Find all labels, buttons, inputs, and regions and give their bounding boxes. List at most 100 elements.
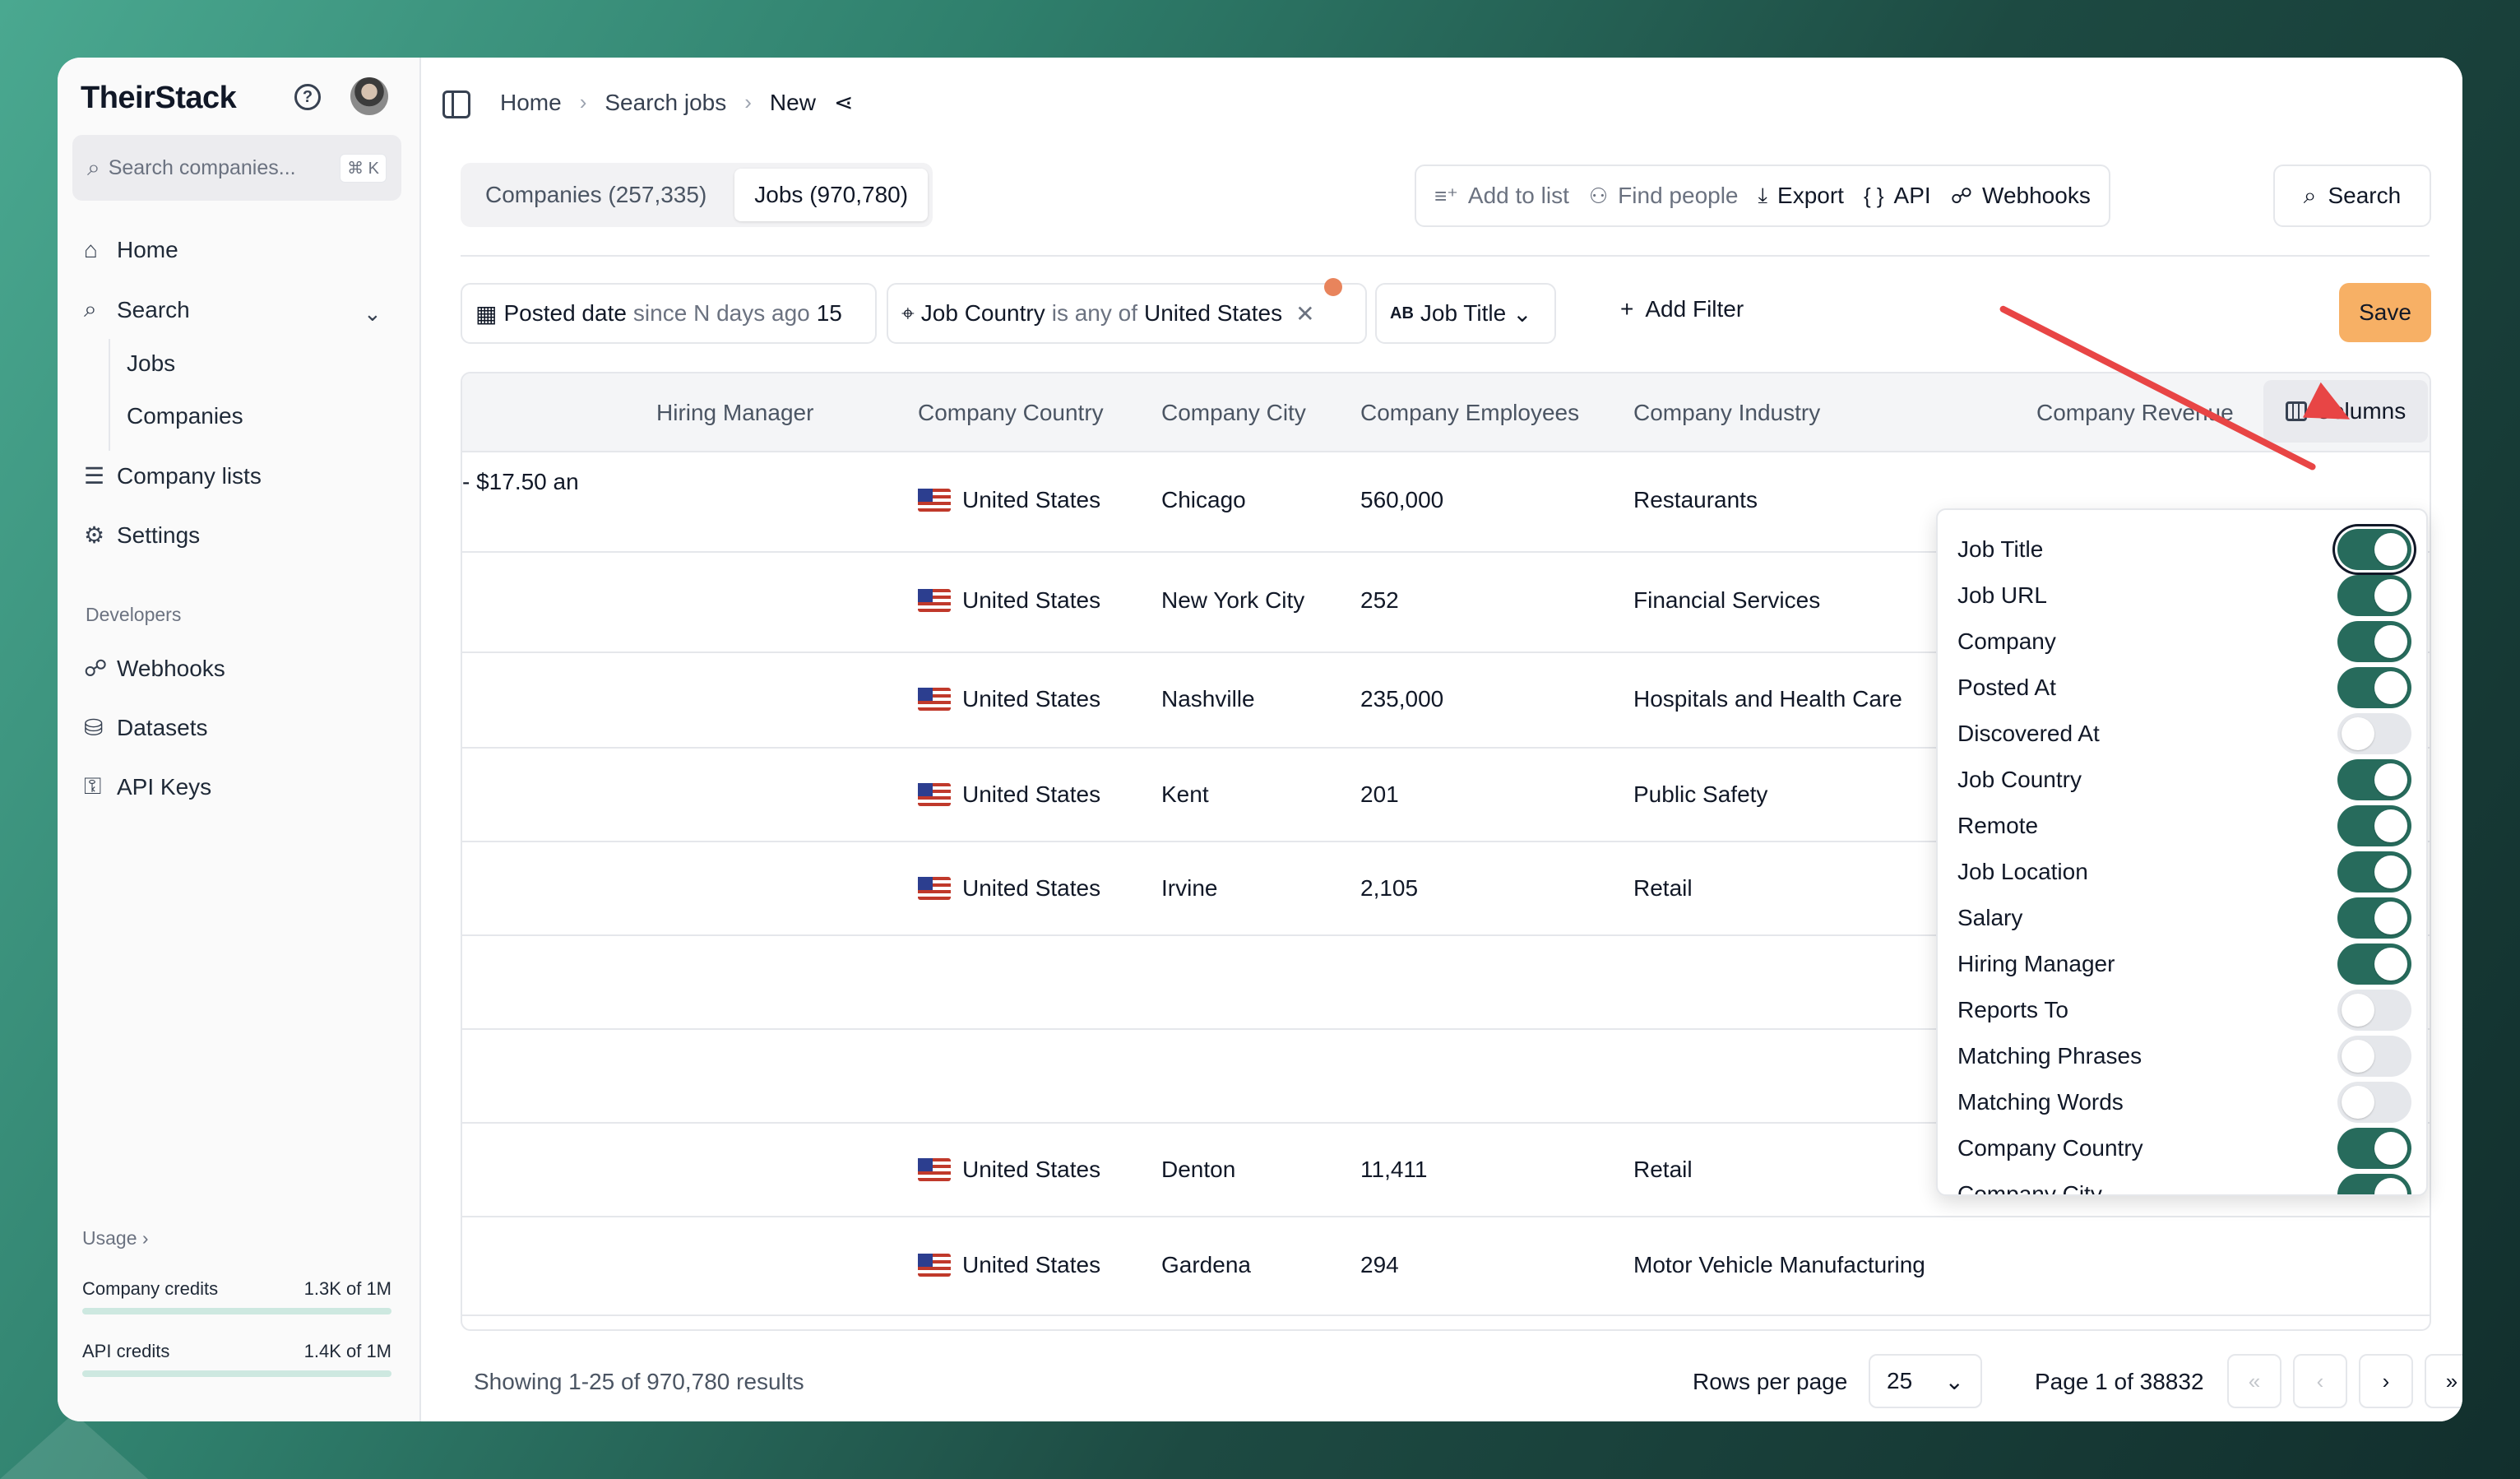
- usage-link[interactable]: Usage ›: [82, 1227, 149, 1249]
- column-option[interactable]: Reports To: [1957, 987, 2411, 1033]
- toggle-switch[interactable]: [2337, 944, 2411, 985]
- last-page-button[interactable]: »: [2425, 1354, 2462, 1408]
- city-cell: Nashville: [1161, 686, 1255, 712]
- country-cell: United States: [918, 1252, 1100, 1278]
- sidebar-item-jobs[interactable]: Jobs: [127, 350, 176, 376]
- toggle-switch[interactable]: [2337, 1128, 2411, 1169]
- find-people-button[interactable]: ⚇ Find people: [1579, 166, 1749, 225]
- sidebar-item-webhooks[interactable]: ☍ Webhooks: [84, 655, 225, 682]
- toggle-switch[interactable]: [2337, 1082, 2411, 1123]
- column-header[interactable]: Company Employees: [1360, 400, 1580, 425]
- table-row[interactable]: United States Irvine 2,105 Retail: [462, 842, 2430, 936]
- industry-cell: Motor Vehicle Manufacturing: [1633, 1252, 1925, 1277]
- toggle-switch[interactable]: [2337, 575, 2411, 616]
- notification-dot: [1324, 278, 1342, 296]
- sidebar-item-companies[interactable]: Companies: [127, 403, 243, 429]
- tab-companies[interactable]: Companies (257,335): [485, 182, 707, 207]
- filter-posted-date[interactable]: ▦ Posted date since N days ago 15: [461, 283, 877, 344]
- filter-field: Job Country: [920, 300, 1045, 326]
- button-label: Search: [2328, 183, 2402, 208]
- filter-job-country[interactable]: ⌖ Job Country is any of United States ✕: [887, 283, 1367, 344]
- sidebar-item-api-keys[interactable]: ⚿ API Keys: [84, 773, 211, 800]
- toggle-switch[interactable]: [2337, 805, 2411, 846]
- column-option-label: Matching Words: [1957, 1089, 2124, 1115]
- table-row[interactable]: United States Gardena 294 Motor Vehicle …: [462, 1217, 2430, 1316]
- sidebar-toggle-icon[interactable]: [442, 90, 470, 118]
- table-row[interactable]: United States Denton 11,411 Retail: [462, 1124, 2430, 1217]
- toggle-knob: [2374, 1178, 2407, 1194]
- column-option[interactable]: Company: [1957, 619, 2411, 665]
- export-button[interactable]: ⤓ Export: [1749, 166, 1854, 225]
- avatar[interactable]: [350, 77, 388, 115]
- column-header[interactable]: Company Country: [918, 400, 1104, 425]
- column-header[interactable]: Company Industry: [1633, 400, 1821, 425]
- close-icon[interactable]: ✕: [1295, 300, 1315, 327]
- column-option-label: Company: [1957, 628, 2056, 654]
- sidebar-item-search[interactable]: ⌕ Search: [84, 296, 190, 323]
- next-page-button[interactable]: ›: [2359, 1354, 2413, 1408]
- column-header[interactable]: Company City: [1161, 400, 1306, 425]
- brand-logo[interactable]: TheirStack: [81, 81, 237, 115]
- column-option[interactable]: Company Country: [1957, 1125, 2411, 1171]
- sidebar-item-company-lists[interactable]: ☰ Company lists: [84, 462, 262, 489]
- column-option[interactable]: Matching Words: [1957, 1079, 2411, 1125]
- column-option[interactable]: Job Country: [1957, 757, 2411, 803]
- breadcrumb-home[interactable]: Home: [500, 89, 562, 115]
- industry-cell: Restaurants: [1633, 487, 1758, 512]
- table-row[interactable]: [462, 936, 2430, 1030]
- share-icon[interactable]: ⋖: [833, 90, 854, 115]
- toggle-switch[interactable]: [2337, 851, 2411, 892]
- toggle-switch[interactable]: [2337, 1036, 2411, 1077]
- toggle-knob: [2342, 1086, 2374, 1119]
- columns-button[interactable]: Columns: [2263, 380, 2428, 443]
- column-option[interactable]: Hiring Manager: [1957, 941, 2411, 987]
- column-option[interactable]: Job URL: [1957, 573, 2411, 619]
- toggle-switch[interactable]: [2337, 1174, 2411, 1194]
- search-companies-input[interactable]: ⌕ Search companies... ⌘ K: [72, 135, 401, 201]
- prev-page-button[interactable]: ‹: [2293, 1354, 2347, 1408]
- column-header[interactable]: Hiring Manager: [656, 400, 814, 425]
- toggle-switch[interactable]: [2337, 897, 2411, 939]
- toggle-switch[interactable]: [2337, 713, 2411, 754]
- toggle-switch[interactable]: [2337, 759, 2411, 800]
- column-option[interactable]: Salary: [1957, 895, 2411, 941]
- chevron-down-icon[interactable]: ⌄: [364, 301, 382, 326]
- filter-value: United States: [1144, 300, 1283, 326]
- sidebar-item-home[interactable]: ⌂ Home: [84, 237, 178, 263]
- toggle-knob: [2374, 579, 2407, 612]
- breadcrumb-search-jobs[interactable]: Search jobs: [605, 89, 727, 115]
- table-row[interactable]: United States Kent 201 Public Safety: [462, 749, 2430, 842]
- filter-job-title[interactable]: AB Job Title ⌄: [1375, 283, 1556, 344]
- toggle-switch[interactable]: [2337, 990, 2411, 1031]
- search-button[interactable]: ⌕ Search: [2273, 165, 2431, 227]
- toggle-switch[interactable]: [2337, 621, 2411, 662]
- column-option[interactable]: Job Location: [1957, 849, 2411, 895]
- table-row[interactable]: United States Nashville 235,000 Hospital…: [462, 653, 2430, 749]
- column-option[interactable]: Discovered At: [1957, 711, 2411, 757]
- first-page-button[interactable]: «: [2227, 1354, 2281, 1408]
- api-button[interactable]: { } API: [1854, 166, 1941, 225]
- toggle-switch[interactable]: [2337, 667, 2411, 708]
- tab-jobs[interactable]: Jobs (970,780): [734, 169, 929, 221]
- sidebar-item-settings[interactable]: ⚙ Settings: [84, 522, 200, 549]
- webhooks-button[interactable]: ☍ Webhooks: [1941, 166, 2101, 225]
- toggle-switch[interactable]: [2337, 529, 2411, 570]
- table-row[interactable]: United States New York City 252 Financia…: [462, 553, 2430, 653]
- chevron-down-icon: ⌄: [1512, 300, 1532, 327]
- add-to-list-button[interactable]: ≡⁺ Add to list: [1424, 166, 1579, 225]
- column-option[interactable]: Job Title: [1957, 526, 2411, 573]
- braces-icon: { }: [1863, 183, 1884, 208]
- column-option[interactable]: Remote: [1957, 803, 2411, 849]
- sidebar-item-datasets[interactable]: ⛁ Datasets: [84, 714, 208, 741]
- column-option[interactable]: Posted At: [1957, 665, 2411, 711]
- help-icon[interactable]: ?: [294, 84, 321, 110]
- rows-per-page-select[interactable]: 25 ⌄: [1869, 1354, 1982, 1408]
- country-cell: United States: [918, 587, 1100, 614]
- add-filter-button[interactable]: + Add Filter: [1620, 296, 1744, 322]
- button-label: Export: [1777, 183, 1844, 208]
- column-option[interactable]: Matching Phrases: [1957, 1033, 2411, 1079]
- save-button[interactable]: Save: [2339, 283, 2431, 342]
- column-option[interactable]: Company City: [1957, 1171, 2411, 1194]
- table-row[interactable]: [462, 1030, 2430, 1124]
- table-row[interactable]: - $17.50 an United States Chicago 560,00…: [462, 452, 2430, 553]
